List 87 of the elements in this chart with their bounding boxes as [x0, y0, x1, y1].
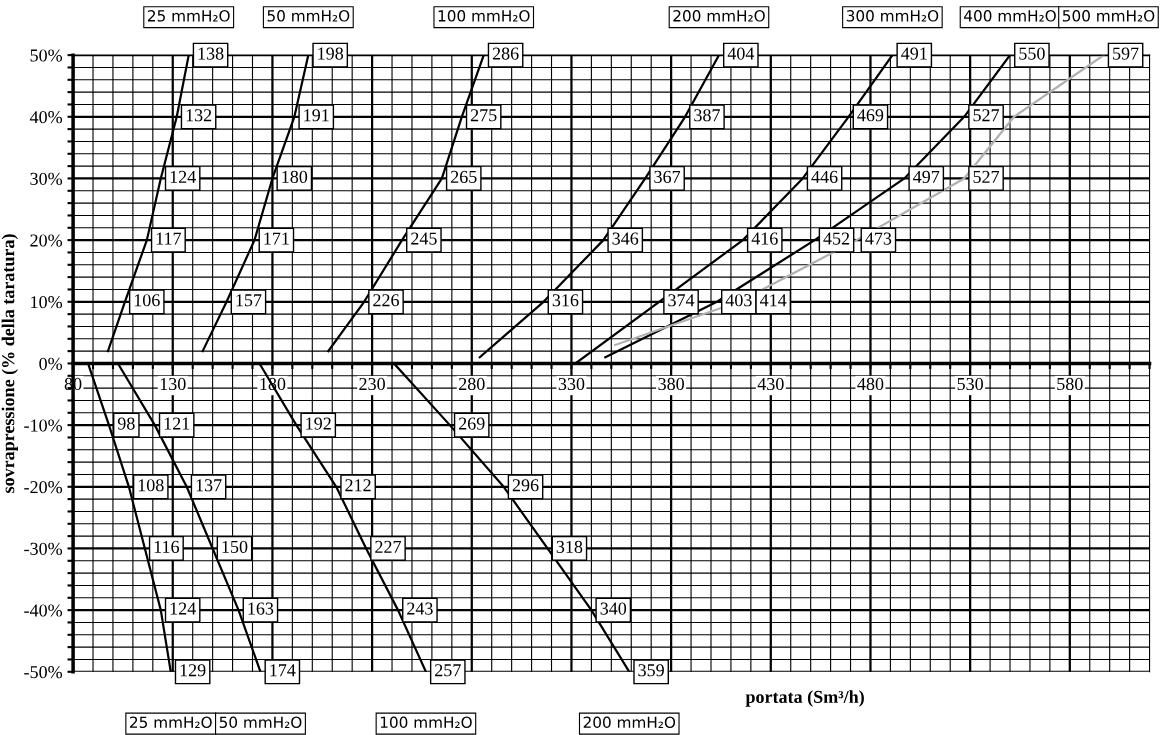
- annotation: 124: [170, 602, 196, 615]
- y-axis-title: sovrapressione (% della taratura): [1, 234, 18, 493]
- x-tick-label: 380: [658, 377, 684, 391]
- text: 100 mmH₂O: [438, 10, 530, 22]
- x-tick-label: 580: [1057, 377, 1083, 391]
- y-tick-label: -50%: [24, 666, 63, 679]
- text: 200 mmH₂O: [673, 10, 765, 22]
- annotation: 163: [248, 602, 274, 615]
- text: 400 mmH₂O: [964, 10, 1056, 22]
- annotation: 597: [1113, 47, 1139, 60]
- annotation: 150: [222, 540, 248, 553]
- annotation: 387: [694, 109, 720, 122]
- annotation: 491: [901, 47, 927, 60]
- annotation: 226: [373, 294, 400, 307]
- x-tick-label: 480: [857, 377, 884, 391]
- annotation: 527: [973, 170, 1000, 183]
- annotation: 473: [865, 232, 892, 245]
- annotation: 403: [725, 294, 752, 307]
- annotation: 121: [164, 417, 190, 430]
- annotation: 374: [668, 294, 695, 307]
- annotation: 132: [186, 109, 212, 122]
- annotation: 180: [282, 170, 308, 183]
- annotation: 138: [198, 47, 224, 60]
- annotation: 359: [638, 664, 664, 677]
- annotation: 346: [612, 232, 639, 245]
- annotation: 243: [407, 602, 433, 615]
- x-tick-label: 130: [160, 377, 186, 391]
- annotation: 527: [973, 109, 1000, 122]
- annotation: 286: [492, 47, 519, 60]
- y-tick-label: 20%: [30, 234, 63, 247]
- y-tick-label: -20%: [24, 481, 63, 494]
- annotation: 340: [600, 602, 627, 615]
- annotation: 446: [811, 170, 838, 183]
- annotation: 550: [1019, 47, 1045, 60]
- annotation: 117: [156, 232, 182, 245]
- x-axis-title: portata (Sm³/h): [745, 690, 864, 707]
- annotation: 124: [170, 170, 196, 183]
- annotation: 98: [117, 417, 135, 430]
- annotation: 171: [264, 232, 289, 245]
- text: 300 mmH₂O: [846, 10, 939, 22]
- annotation: 129: [180, 664, 206, 677]
- annotation: 174: [270, 664, 296, 677]
- annotation: 316: [552, 294, 579, 307]
- text: 100 mmH₂O: [380, 716, 472, 729]
- y-tick-label: 0%: [39, 357, 63, 370]
- annotation: 296: [512, 479, 539, 492]
- y-tick-label: 50%: [30, 49, 63, 62]
- text: 50 mmH₂O: [267, 10, 350, 22]
- annotation: 106: [134, 294, 160, 307]
- annotation: 108: [138, 479, 164, 492]
- x-tick-label: 430: [757, 377, 784, 391]
- y-tick-label: -30%: [24, 542, 63, 555]
- x-tick-label: 230: [359, 377, 385, 391]
- annotation: 452: [823, 232, 850, 245]
- y-tick-label: 30%: [30, 172, 63, 185]
- annotation: 414: [760, 294, 787, 307]
- annotation: 191: [304, 109, 329, 122]
- x-tick-label: 330: [558, 377, 585, 391]
- annotation: 257: [435, 664, 461, 677]
- annotation: 227: [375, 540, 402, 553]
- annotation: 497: [913, 170, 940, 183]
- annotation: 245: [411, 232, 437, 245]
- y-tick-label: -40%: [24, 604, 63, 617]
- annotation: 137: [196, 479, 222, 492]
- y-tick-label: 10%: [31, 296, 63, 309]
- annotation: 212: [345, 479, 371, 492]
- annotation: 318: [556, 540, 583, 553]
- y-tick-label: -10%: [24, 419, 63, 432]
- annotation: 275: [470, 109, 497, 122]
- text: 200 mmH₂O: [583, 716, 676, 729]
- text: 500 mmH₂O: [1062, 10, 1155, 22]
- text: 25 mmH₂O: [130, 716, 212, 729]
- text: 25 mmH₂O: [147, 10, 230, 22]
- x-tick-label: 280: [459, 377, 485, 391]
- annotation: 192: [306, 417, 331, 430]
- annotation: 116: [154, 540, 180, 553]
- annotation: 157: [236, 294, 262, 307]
- annotation: 269: [458, 417, 485, 430]
- annotation: 367: [654, 170, 681, 183]
- annotation: 404: [727, 47, 755, 60]
- y-tick-label: 40%: [29, 111, 63, 124]
- annotation: 469: [857, 109, 884, 122]
- annotation: 416: [751, 232, 778, 245]
- annotation: 265: [451, 170, 477, 183]
- annotation: 198: [318, 47, 344, 60]
- text: 50 mmH₂O: [219, 716, 302, 729]
- x-tick-label: 530: [957, 377, 983, 391]
